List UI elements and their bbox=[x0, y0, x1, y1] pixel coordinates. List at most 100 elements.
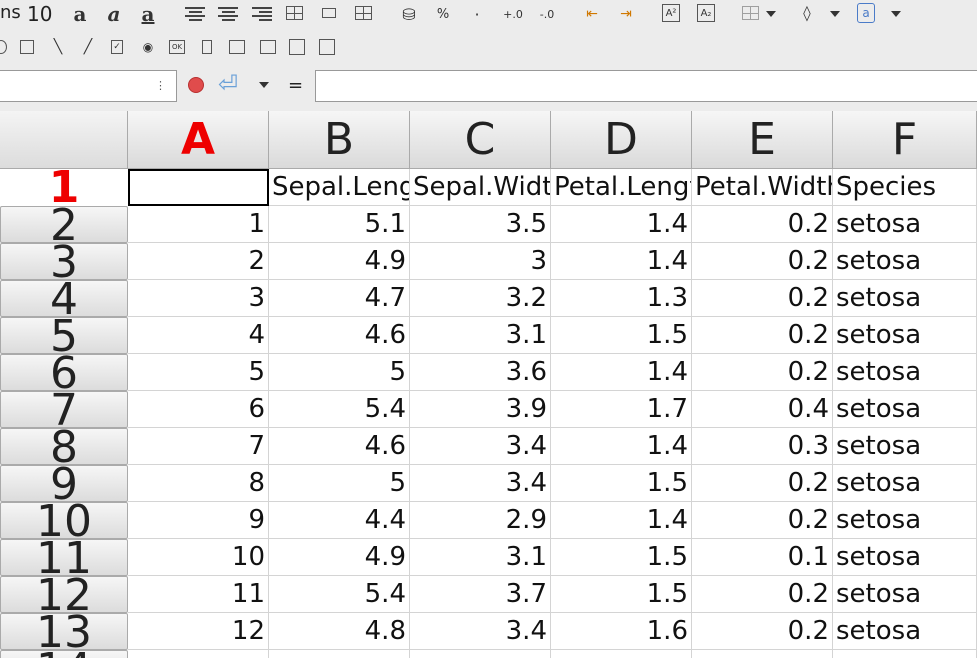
cell-b11[interactable]: 4.9 bbox=[269, 539, 410, 576]
cell-c9[interactable]: 3.4 bbox=[410, 465, 551, 502]
cell-e5[interactable]: 0.2 bbox=[692, 317, 833, 354]
cell-a7[interactable]: 6 bbox=[128, 391, 269, 428]
column-header-e[interactable]: E bbox=[692, 111, 833, 169]
cell-d11[interactable]: 1.5 bbox=[551, 539, 692, 576]
cell-e11[interactable]: 0.1 bbox=[692, 539, 833, 576]
cell-b6[interactable]: 5 bbox=[269, 354, 410, 391]
cell-e10[interactable]: 0.2 bbox=[692, 502, 833, 539]
cell-b8[interactable]: 4.6 bbox=[269, 428, 410, 465]
borders-icon[interactable] bbox=[742, 6, 759, 20]
cell-f9[interactable]: setosa bbox=[833, 465, 977, 502]
spin-button-icon[interactable] bbox=[202, 40, 212, 54]
font-color-dropdown-icon[interactable] bbox=[891, 11, 901, 17]
currency-icon[interactable]: ⛁ bbox=[402, 4, 416, 24]
cell-c7[interactable]: 3.9 bbox=[410, 391, 551, 428]
cell-b10[interactable]: 4.4 bbox=[269, 502, 410, 539]
cell-a5[interactable]: 4 bbox=[128, 317, 269, 354]
cell-e14[interactable] bbox=[692, 650, 833, 658]
font-size-box[interactable]: 10 bbox=[27, 2, 53, 26]
cell-c2[interactable]: 3.5 bbox=[410, 206, 551, 243]
text-box-icon[interactable] bbox=[229, 40, 245, 54]
spreadsheet-grid[interactable]: ABCDEF1Sepal.LengthSepal.WidthPetal.Leng… bbox=[0, 111, 977, 658]
cell-d5[interactable]: 1.5 bbox=[551, 317, 692, 354]
cell-d7[interactable]: 1.7 bbox=[551, 391, 692, 428]
cell-b2[interactable]: 5.1 bbox=[269, 206, 410, 243]
cell-a6[interactable]: 5 bbox=[128, 354, 269, 391]
row-header-8[interactable]: 8 bbox=[0, 428, 128, 465]
ellipse-icon[interactable] bbox=[0, 40, 7, 54]
row-header-7[interactable]: 7 bbox=[0, 391, 128, 428]
cell-c14[interactable] bbox=[410, 650, 551, 658]
remove-decimal-icon[interactable]: -.0 bbox=[539, 7, 555, 21]
add-decimal-icon[interactable]: +.0 bbox=[503, 7, 523, 21]
name-box-dropdown-icon[interactable]: ⋮ bbox=[155, 79, 166, 92]
cell-c10[interactable]: 2.9 bbox=[410, 502, 551, 539]
cell-a12[interactable]: 11 bbox=[128, 576, 269, 613]
background-color-icon[interactable]: ◊ bbox=[803, 4, 811, 22]
cell-c12[interactable]: 3.7 bbox=[410, 576, 551, 613]
cell-b4[interactable]: 4.7 bbox=[269, 280, 410, 317]
cell-d13[interactable]: 1.6 bbox=[551, 613, 692, 650]
borders-dropdown-icon[interactable] bbox=[766, 11, 776, 17]
cell-f11[interactable]: setosa bbox=[833, 539, 977, 576]
cell-e7[interactable]: 0.4 bbox=[692, 391, 833, 428]
list-box-icon[interactable] bbox=[289, 39, 305, 55]
row-header-1[interactable]: 1 bbox=[0, 169, 128, 206]
name-box[interactable] bbox=[0, 70, 177, 102]
cell-f8[interactable]: setosa bbox=[833, 428, 977, 465]
cell-d8[interactable]: 1.4 bbox=[551, 428, 692, 465]
cell-f1[interactable]: Species bbox=[833, 169, 977, 206]
checkbox-icon[interactable]: ✓ bbox=[111, 40, 123, 54]
cell-b12[interactable]: 5.4 bbox=[269, 576, 410, 613]
font-name-box[interactable]: ns bbox=[0, 2, 21, 23]
cell-b7[interactable]: 5.4 bbox=[269, 391, 410, 428]
align-left-icon[interactable] bbox=[185, 7, 205, 21]
formula-input[interactable] bbox=[315, 70, 977, 102]
row-header-12[interactable]: 12 bbox=[0, 576, 128, 613]
wrap-text-icon[interactable] bbox=[322, 8, 336, 18]
cell-a3[interactable]: 2 bbox=[128, 243, 269, 280]
cell-d6[interactable]: 1.4 bbox=[551, 354, 692, 391]
row-header-6[interactable]: 6 bbox=[0, 354, 128, 391]
cell-b13[interactable]: 4.8 bbox=[269, 613, 410, 650]
cell-f14[interactable] bbox=[833, 650, 977, 658]
cell-f2[interactable]: setosa bbox=[833, 206, 977, 243]
select-all-corner[interactable] bbox=[0, 111, 128, 169]
cell-d14[interactable] bbox=[551, 650, 692, 658]
text-direction-rtl-icon[interactable]: A₂ bbox=[697, 4, 715, 22]
cell-d4[interactable]: 1.3 bbox=[551, 280, 692, 317]
cell-b3[interactable]: 4.9 bbox=[269, 243, 410, 280]
cell-e6[interactable]: 0.2 bbox=[692, 354, 833, 391]
cell-a2[interactable]: 1 bbox=[128, 206, 269, 243]
column-header-a[interactable]: A bbox=[128, 111, 269, 169]
row-header-4[interactable]: 4 bbox=[0, 280, 128, 317]
cell-c8[interactable]: 3.4 bbox=[410, 428, 551, 465]
row-header-11[interactable]: 11 bbox=[0, 539, 128, 576]
column-header-c[interactable]: C bbox=[410, 111, 551, 169]
cell-a8[interactable]: 7 bbox=[128, 428, 269, 465]
cell-b14[interactable] bbox=[269, 650, 410, 658]
percent-icon[interactable]: % bbox=[436, 6, 450, 22]
cell-d3[interactable]: 1.4 bbox=[551, 243, 692, 280]
decimal-icon[interactable]: · bbox=[474, 4, 480, 24]
cell-f3[interactable]: setosa bbox=[833, 243, 977, 280]
cell-a11[interactable]: 10 bbox=[128, 539, 269, 576]
cell-f10[interactable]: setosa bbox=[833, 502, 977, 539]
row-header-10[interactable]: 10 bbox=[0, 502, 128, 539]
bold-icon[interactable]: a bbox=[73, 2, 87, 26]
cell-e9[interactable]: 0.2 bbox=[692, 465, 833, 502]
row-header-13[interactable]: 13 bbox=[0, 613, 128, 650]
cell-a13[interactable]: 12 bbox=[128, 613, 269, 650]
row-header-5[interactable]: 5 bbox=[0, 317, 128, 354]
cell-e2[interactable]: 0.2 bbox=[692, 206, 833, 243]
font-color-icon[interactable]: a bbox=[857, 3, 875, 23]
cell-e12[interactable]: 0.2 bbox=[692, 576, 833, 613]
cell-b5[interactable]: 4.6 bbox=[269, 317, 410, 354]
underline-icon[interactable]: a bbox=[141, 2, 155, 26]
cell-c6[interactable]: 3.6 bbox=[410, 354, 551, 391]
background-color-dropdown-icon[interactable] bbox=[830, 11, 840, 17]
cell-f13[interactable]: setosa bbox=[833, 613, 977, 650]
design-mode-icon[interactable]: ╱ bbox=[83, 39, 93, 55]
increase-indent-icon[interactable]: ⇥ bbox=[620, 6, 632, 22]
cell-e13[interactable]: 0.2 bbox=[692, 613, 833, 650]
